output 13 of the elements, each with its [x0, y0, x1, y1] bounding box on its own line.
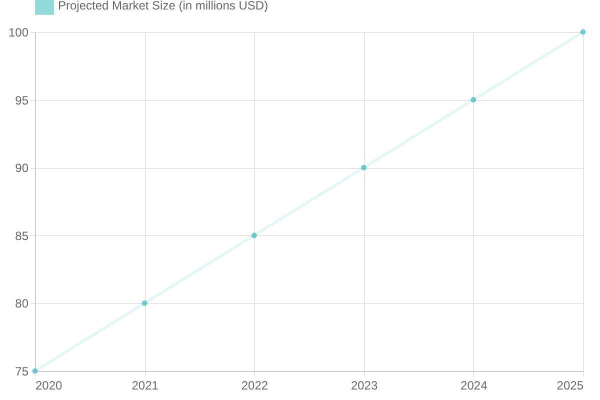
y-tick-label: 75	[15, 364, 29, 378]
y-tick-label: 90	[15, 161, 29, 176]
legend-label: Projected Market Size (in millions USD)	[58, 0, 268, 12]
x-tick-label: 2023	[350, 378, 378, 392]
x-tick-label: 2020	[36, 378, 63, 392]
x-tick-label: 2025	[556, 378, 584, 392]
x-tick-label: 2022	[241, 378, 268, 392]
y-tick-label: 80	[15, 296, 29, 311]
y-tick-label: 95	[15, 93, 29, 108]
y-tick-label: 85	[15, 228, 29, 243]
x-tick-label: 2024	[460, 378, 488, 392]
x-tick-label: 2021	[132, 378, 159, 392]
y-tick-label: 100	[8, 26, 29, 40]
